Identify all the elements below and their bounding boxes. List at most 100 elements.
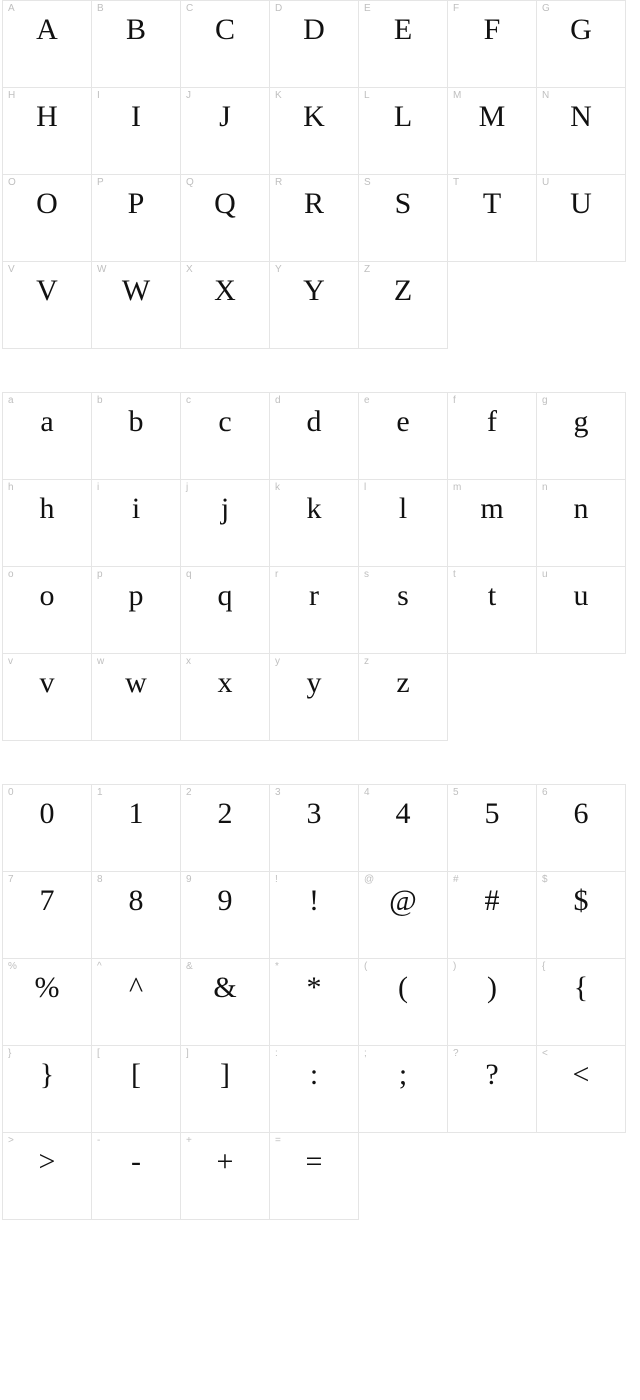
glyph-cell[interactable]: WW <box>91 261 181 349</box>
glyph-cell[interactable]: ZZ <box>358 261 448 349</box>
glyph-cell[interactable]: EE <box>358 0 448 88</box>
glyph-cell[interactable]: 88 <box>91 871 181 959</box>
glyph-cell[interactable]: UU <box>536 174 626 262</box>
glyph-cell[interactable]: SS <box>358 174 448 262</box>
glyph-cell[interactable]: 77 <box>2 871 92 959</box>
glyph-cell[interactable]: :: <box>269 1045 359 1133</box>
glyph-cell[interactable]: uu <box>536 566 626 654</box>
glyph-cell[interactable]: ?? <box>447 1045 537 1133</box>
glyph-cell[interactable]: ll <box>358 479 448 567</box>
glyph-cell[interactable]: YY <box>269 261 359 349</box>
glyph-cell[interactable]: aa <box>2 392 92 480</box>
glyph-key-label: 8 <box>97 875 103 885</box>
glyph-cell[interactable]: >> <box>2 1132 92 1220</box>
glyph-cell[interactable]: 22 <box>180 784 270 872</box>
glyph-cell[interactable]: VV <box>2 261 92 349</box>
glyph-cell[interactable]: ww <box>91 653 181 741</box>
glyph-cell[interactable]: nn <box>536 479 626 567</box>
glyph-cell[interactable]: bb <box>91 392 181 480</box>
glyph-cell[interactable]: 55 <box>447 784 537 872</box>
glyph-cell[interactable]: << <box>536 1045 626 1133</box>
glyph-cell[interactable]: KK <box>269 87 359 175</box>
glyph-cell[interactable]: FF <box>447 0 537 88</box>
glyph-cell[interactable]: ** <box>269 958 359 1046</box>
glyph-cell[interactable]: -- <box>91 1132 181 1220</box>
glyph-cell[interactable]: JJ <box>180 87 270 175</box>
glyph-cell[interactable]: )) <box>447 958 537 1046</box>
glyph-cell[interactable]: LL <box>358 87 448 175</box>
glyph-display: K <box>270 102 358 132</box>
glyph-cell[interactable]: jj <box>180 479 270 567</box>
glyph-cell[interactable]: XX <box>180 261 270 349</box>
glyph-display: R <box>270 189 358 219</box>
glyph-cell[interactable]: ^^ <box>91 958 181 1046</box>
glyph-key-label: = <box>275 1136 281 1146</box>
glyph-cell[interactable]: ]] <box>180 1045 270 1133</box>
glyph-cell[interactable]: mm <box>447 479 537 567</box>
glyph-cell[interactable]: RR <box>269 174 359 262</box>
glyph-cell[interactable]: dd <box>269 392 359 480</box>
glyph-cell[interactable]: (( <box>358 958 448 1046</box>
glyph-cell[interactable]: vv <box>2 653 92 741</box>
glyph-cell[interactable]: 33 <box>269 784 359 872</box>
glyph-cell[interactable]: %% <box>2 958 92 1046</box>
glyph-cell[interactable]: kk <box>269 479 359 567</box>
glyph-display: W <box>92 276 180 306</box>
glyph-cell[interactable]: 66 <box>536 784 626 872</box>
glyph-display: q <box>181 581 269 611</box>
glyph-cell[interactable]: AA <box>2 0 92 88</box>
glyph-cell[interactable]: zz <box>358 653 448 741</box>
glyph-cell[interactable]: == <box>269 1132 359 1220</box>
glyph-cell[interactable]: ;; <box>358 1045 448 1133</box>
glyph-cell[interactable]: gg <box>536 392 626 480</box>
glyph-cell[interactable]: @@ <box>358 871 448 959</box>
glyph-cell[interactable]: ii <box>91 479 181 567</box>
glyph-cell[interactable]: MM <box>447 87 537 175</box>
glyph-cell[interactable]: xx <box>180 653 270 741</box>
glyph-cell[interactable]: $$ <box>536 871 626 959</box>
glyph-key-label: 4 <box>364 788 370 798</box>
glyph-cell[interactable]: yy <box>269 653 359 741</box>
glyph-cell[interactable]: cc <box>180 392 270 480</box>
glyph-cell[interactable]: HH <box>2 87 92 175</box>
glyph-cell[interactable]: pp <box>91 566 181 654</box>
glyph-cell[interactable]: oo <box>2 566 92 654</box>
glyph-cell[interactable]: ++ <box>180 1132 270 1220</box>
glyph-cell[interactable]: PP <box>91 174 181 262</box>
glyph-cell[interactable]: II <box>91 87 181 175</box>
glyph-cell[interactable]: ## <box>447 871 537 959</box>
glyph-cell[interactable]: ff <box>447 392 537 480</box>
glyph-cell[interactable]: {{ <box>536 958 626 1046</box>
glyph-cell[interactable]: 00 <box>2 784 92 872</box>
glyph-key-label: g <box>542 396 548 406</box>
glyph-display: 9 <box>181 886 269 916</box>
glyph-cell[interactable]: CC <box>180 0 270 88</box>
glyph-cell[interactable]: OO <box>2 174 92 262</box>
glyph-cell[interactable]: ss <box>358 566 448 654</box>
glyph-cell[interactable]: && <box>180 958 270 1046</box>
glyph-cell[interactable]: !! <box>269 871 359 959</box>
glyph-cell[interactable]: hh <box>2 479 92 567</box>
glyph-cell[interactable]: rr <box>269 566 359 654</box>
glyph-cell[interactable]: QQ <box>180 174 270 262</box>
glyph-cell[interactable]: GG <box>536 0 626 88</box>
glyph-cell[interactable]: [[ <box>91 1045 181 1133</box>
glyph-cell[interactable]: BB <box>91 0 181 88</box>
glyph-display: D <box>270 15 358 45</box>
glyph-cell[interactable]: NN <box>536 87 626 175</box>
glyph-key-label: J <box>186 91 191 101</box>
glyph-cell[interactable]: 11 <box>91 784 181 872</box>
glyph-cell[interactable]: ee <box>358 392 448 480</box>
glyph-display: F <box>448 15 536 45</box>
glyph-display: ? <box>448 1060 536 1090</box>
glyph-cell[interactable]: qq <box>180 566 270 654</box>
glyph-cell[interactable]: tt <box>447 566 537 654</box>
character-map-section-uppercase: AABBCCDDEEFFGG HHIIJJKKLLMMNN OOPPQQRRSSTT… <box>2 0 634 348</box>
glyph-key-label: e <box>364 396 370 406</box>
glyph-cell[interactable]: DD <box>269 0 359 88</box>
glyph-cell[interactable]: }} <box>2 1045 92 1133</box>
glyph-cell[interactable]: 99 <box>180 871 270 959</box>
glyph-cell[interactable]: 44 <box>358 784 448 872</box>
glyph-display: } <box>3 1060 91 1090</box>
glyph-cell[interactable]: TT <box>447 174 537 262</box>
